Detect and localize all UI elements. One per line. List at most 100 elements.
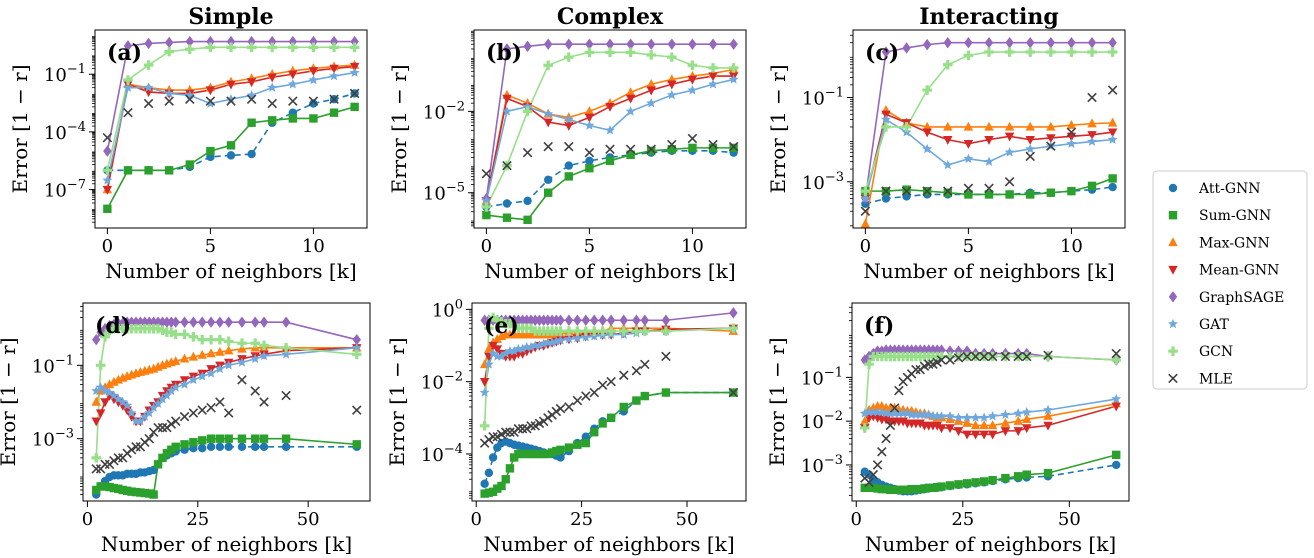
data-point [215, 442, 225, 452]
data-point [625, 47, 636, 58]
data-point [140, 316, 150, 328]
data-point [915, 419, 925, 429]
data-point [556, 445, 565, 455]
data-point [922, 186, 932, 196]
data-point [573, 314, 582, 326]
data-point [907, 344, 916, 356]
data-point [247, 149, 256, 159]
data-point [171, 316, 180, 328]
data-point [91, 385, 102, 396]
data-point [492, 315, 503, 326]
data-point [581, 326, 591, 336]
data-point [180, 440, 189, 449]
data-point [164, 88, 175, 98]
panel-label: (a) [107, 40, 142, 66]
data-point [149, 490, 158, 499]
data-point [970, 412, 981, 422]
data-point [962, 412, 973, 422]
data-point [945, 410, 955, 421]
data-point [954, 345, 963, 357]
data-point [350, 102, 359, 112]
data-point [881, 433, 891, 444]
data-point [206, 402, 216, 413]
data-point [103, 145, 112, 157]
data-point [984, 156, 994, 166]
data-point [605, 47, 615, 58]
panel-c: 10−3 10−1 0 5 10 (c) Interacting Number of neig… [766, 4, 1126, 283]
data-point [226, 80, 236, 90]
data-point [143, 60, 154, 70]
data-point [479, 387, 490, 397]
data-point [962, 417, 972, 427]
series-markers-gat [860, 114, 1118, 203]
series-markers-max-gnn [481, 64, 739, 205]
data-point [237, 375, 247, 385]
data-point [890, 485, 899, 495]
data-point [564, 121, 574, 131]
data-point [91, 417, 101, 427]
data-point [102, 165, 113, 176]
legend-marker [1168, 291, 1178, 303]
data-point [945, 351, 955, 362]
data-point [647, 146, 656, 156]
data-point [143, 82, 154, 92]
series-markers-mle [479, 351, 739, 448]
data-point [153, 422, 163, 433]
data-point [1043, 421, 1053, 431]
data-point [606, 326, 616, 336]
data-point [215, 334, 225, 345]
series-markers-mle [860, 85, 1118, 216]
data-point [479, 377, 490, 387]
data-point [563, 114, 574, 124]
series-markers-gcn [481, 47, 739, 212]
series-markers-gcn [102, 42, 360, 176]
data-point [647, 38, 656, 50]
data-point [509, 345, 520, 356]
data-point [687, 133, 698, 144]
data-point [259, 316, 269, 328]
data-point [625, 144, 636, 155]
data-point [1004, 47, 1015, 57]
data-point [1107, 117, 1118, 127]
data-point [597, 380, 608, 390]
data-point [942, 159, 953, 170]
data-point [859, 423, 870, 433]
y-axis-label: Error [1 − r] [387, 64, 411, 193]
data-point [953, 353, 964, 363]
series-markers-gcn [860, 47, 1118, 196]
data-point [1108, 36, 1117, 49]
data-point [728, 74, 739, 84]
data-point [708, 63, 718, 73]
data-point [864, 477, 874, 488]
series-markers-max-gnn [91, 342, 362, 406]
data-point [153, 316, 163, 328]
data-point [100, 331, 110, 342]
data-point [1066, 138, 1077, 148]
data-point [215, 346, 225, 356]
data-point [943, 121, 953, 131]
data-point [661, 351, 671, 362]
data-point [308, 42, 319, 53]
data-point [288, 42, 298, 53]
data-point [667, 38, 677, 50]
data-point [509, 314, 519, 326]
y-tick-label: 10−3 [801, 453, 843, 477]
series-markers-mle [481, 133, 739, 179]
data-point [984, 121, 994, 131]
data-point [122, 486, 132, 495]
data-point [1004, 147, 1015, 157]
data-point [962, 479, 972, 488]
data-point [1112, 450, 1121, 460]
data-point [91, 464, 102, 474]
data-point [1013, 415, 1023, 425]
legend-label: GraphSAGE [1199, 290, 1284, 306]
data-point [936, 424, 947, 434]
data-point [162, 449, 172, 458]
data-point [552, 314, 561, 326]
data-point [564, 314, 574, 326]
legend-marker [1168, 265, 1178, 275]
data-point [598, 314, 607, 326]
data-point [953, 351, 964, 362]
data-point [526, 341, 536, 352]
data-point [189, 438, 198, 447]
